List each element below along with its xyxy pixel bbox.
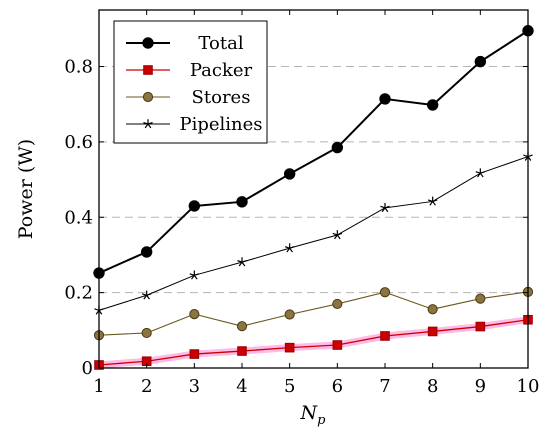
data-point	[236, 321, 248, 332]
x-axis-label: Np	[300, 402, 327, 428]
data-point	[236, 196, 248, 208]
data-point	[284, 342, 295, 353]
data-point	[283, 168, 296, 180]
data-point	[379, 93, 391, 105]
x-tick-label: 10	[517, 376, 540, 397]
data-point	[475, 168, 486, 178]
legend-label: Total	[198, 33, 243, 54]
data-point	[427, 196, 438, 206]
legend-marker	[143, 65, 153, 75]
plot-frame	[98, 9, 529, 369]
tick-layer: 0 0.2 0.4 0.6 0.8 1 2 3 4 5 6 7 8 9 10	[64, 10, 539, 397]
y-tick-label: 0.8	[64, 57, 93, 78]
x-tick-label: 3	[189, 376, 200, 397]
y-tick-label: 0.6	[64, 132, 93, 153]
x-tick-label: 2	[141, 376, 152, 397]
data-point	[141, 290, 152, 300]
data-point	[332, 298, 343, 310]
x-tick-label: 7	[379, 376, 390, 397]
x-tick-label: 4	[236, 376, 247, 397]
x-tick-label: 6	[332, 376, 343, 397]
data-point	[189, 309, 200, 320]
data-point	[380, 203, 390, 213]
data-point	[379, 287, 391, 298]
legend-marker	[142, 37, 154, 49]
x-tick-label: 9	[475, 376, 486, 397]
series-line	[98, 291, 529, 336]
x-axis-label-main: N	[300, 402, 319, 424]
series-line	[98, 29, 529, 274]
legend-marker	[143, 119, 153, 129]
legend: Total Packer Stores Pipelines	[113, 20, 268, 144]
data-point	[237, 257, 247, 267]
x-axis-label-subscript: p	[317, 413, 326, 428]
data-point	[427, 326, 438, 337]
legend-label: Stores	[192, 87, 251, 108]
x-tick-label: 8	[427, 376, 438, 397]
y-axis-label: Power (W)	[15, 139, 37, 239]
data-point	[284, 243, 295, 253]
data-point	[141, 327, 152, 339]
legend-marker	[142, 91, 154, 103]
data-point	[189, 349, 200, 359]
data-point	[140, 246, 153, 258]
y-tick-label: 0	[82, 358, 93, 379]
data-point	[188, 200, 201, 212]
y-tick-label: 0.2	[64, 283, 93, 304]
data-point	[331, 141, 344, 154]
data-point	[189, 270, 200, 280]
legend-label: Pipelines	[179, 114, 262, 135]
data-point	[427, 304, 438, 315]
x-tick-label: 1	[93, 376, 104, 397]
data-point	[475, 293, 486, 304]
data-point	[237, 346, 247, 356]
data-point	[332, 340, 343, 350]
data-point	[380, 331, 390, 341]
data-point	[332, 230, 343, 240]
legend-box	[113, 20, 268, 144]
data-point	[284, 309, 295, 320]
data-point	[426, 99, 439, 111]
legend-label: Packer	[190, 60, 253, 81]
x-tick-label: 5	[284, 376, 295, 397]
data-point	[474, 55, 487, 68]
data-point	[475, 321, 486, 332]
series-line	[98, 156, 529, 311]
y-tick-label: 0.4	[64, 207, 93, 228]
series-line	[98, 319, 529, 366]
